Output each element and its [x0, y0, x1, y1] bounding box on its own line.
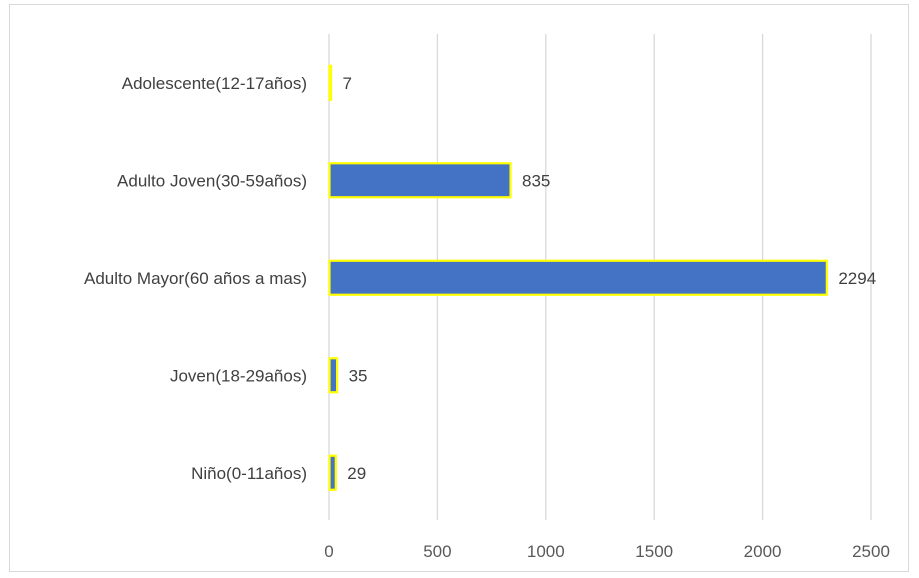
bar [328, 64, 333, 101]
x-tick-label: 2000 [744, 542, 782, 561]
category-label: Adolescente(12-17años) [122, 74, 307, 93]
x-tick-label: 1500 [635, 542, 673, 561]
labels: 0 500 1000 1500 2000 2500 Adolescente(12-17año… [84, 74, 890, 561]
category-label: Adulto Mayor(60 años a mas) [84, 269, 307, 288]
bars [328, 64, 828, 491]
data-label: 835 [522, 171, 550, 190]
data-label: 29 [347, 464, 366, 483]
data-label: 7 [343, 74, 352, 93]
x-tick-label: 2500 [852, 542, 890, 561]
bar [328, 357, 339, 394]
data-label: 2294 [838, 269, 876, 288]
x-tick-label: 500 [423, 542, 451, 561]
bar [328, 454, 337, 491]
category-label: Adulto Joven(30-59años) [117, 171, 307, 190]
bar [328, 259, 828, 296]
x-tick-label: 0 [324, 542, 333, 561]
x-tick-label: 1000 [527, 542, 565, 561]
category-label: Niño(0-11años) [191, 464, 307, 483]
category-label: Joven(18-29años) [170, 366, 307, 385]
bar [328, 162, 512, 199]
data-label: 35 [349, 366, 368, 385]
